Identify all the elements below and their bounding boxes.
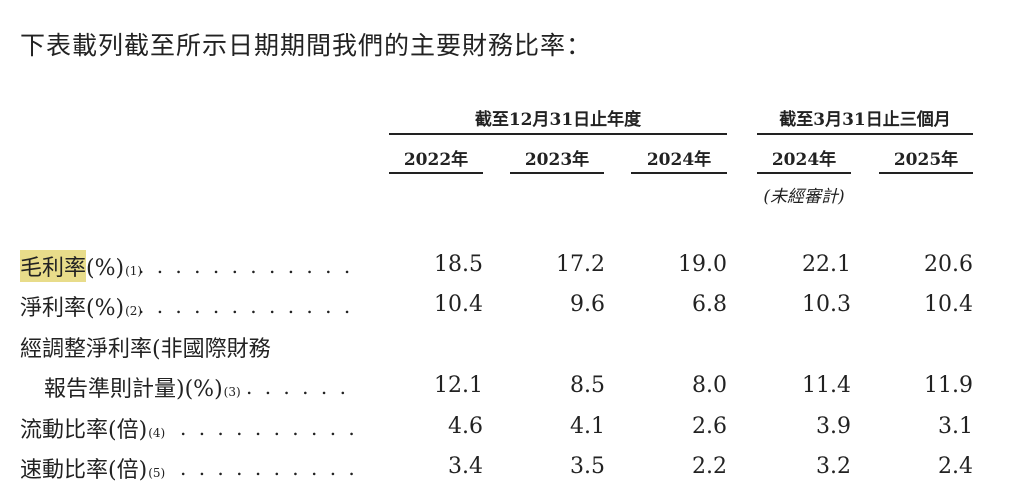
intro-sentence: 下表載列截至所示日期期間我們的主要財務比率：: [20, 31, 593, 60]
annual-period-rule: [389, 133, 727, 135]
value-cell: 18.5: [434, 252, 483, 277]
value-cell: 4.6: [448, 414, 483, 439]
column-header-2024-q1: 2024年: [771, 150, 837, 170]
value-cell: 20.6: [924, 252, 973, 277]
column-rule-2025-q1: [879, 172, 973, 174]
value-cell: 10.4: [434, 292, 483, 317]
unaudited-note: (未經審計): [763, 187, 845, 207]
value-cell: 12.1: [434, 373, 483, 398]
row-label-net-margin: 淨利率 (%) (2): [20, 290, 142, 322]
value-cell: 4.1: [570, 414, 605, 439]
column-header-2025-q1: 2025年: [893, 150, 959, 170]
column-header-2024: 2024年: [646, 150, 712, 170]
leader-dots: . . . . . . . . . . . . . . . . . . . . …: [138, 294, 360, 318]
value-cell: 2.6: [692, 414, 727, 439]
value-cell: 8.0: [692, 373, 727, 398]
row-label-adjusted-net-margin: 經調整淨利率(非國際財務: [20, 331, 271, 363]
leader-dots: . . . . . . . . . . . . . . . . . . . . …: [180, 416, 360, 440]
value-cell: 10.4: [924, 292, 973, 317]
value-cell: 11.9: [924, 373, 973, 398]
net-margin-note-ref: (2): [125, 304, 143, 318]
net-margin-unit: (%): [86, 296, 125, 321]
quarterly-period-rule: [757, 133, 973, 135]
value-cell: 19.0: [678, 252, 727, 277]
value-cell: 3.9: [816, 414, 851, 439]
value-cell: 11.4: [802, 373, 851, 398]
current-ratio-unit: (倍): [108, 418, 148, 443]
leader-dots: . . . . . . . . . . . . . . . . . . . . …: [138, 254, 360, 278]
column-header-2022: 2022年: [403, 150, 469, 170]
column-rule-2023: [510, 172, 604, 174]
row-label-quick-ratio: 速動比率 (倍) (5): [20, 452, 165, 484]
value-cell: 22.1: [802, 252, 851, 277]
value-cell: 3.2: [816, 454, 851, 479]
quick-ratio-unit: (倍): [108, 458, 148, 483]
quick-ratio-label: 速動比率: [20, 458, 109, 483]
column-rule-2022: [389, 172, 483, 174]
current-ratio-note-ref: (4): [148, 426, 166, 440]
gross-margin-label: 毛利率: [20, 250, 87, 282]
column-rule-2024-q1: [757, 172, 851, 174]
value-cell: 8.5: [570, 373, 605, 398]
net-margin-label: 淨利率: [20, 296, 87, 321]
value-cell: 17.2: [556, 252, 605, 277]
adjusted-net-margin-note-ref: (3): [223, 385, 241, 399]
value-cell: 6.8: [692, 292, 727, 317]
value-cell: 3.5: [570, 454, 605, 479]
value-cell: 10.3: [802, 292, 851, 317]
leader-dots: . . . . . . . . . . . . . . . . . . . . …: [246, 375, 360, 399]
column-rule-2024: [631, 172, 727, 174]
value-cell: 3.4: [448, 454, 483, 479]
quarterly-period-header: 截至3月31日止三個月: [779, 110, 951, 130]
value-cell: 2.4: [938, 454, 973, 479]
gross-margin-note-ref: (1): [125, 264, 143, 278]
current-ratio-label: 流動比率: [20, 418, 109, 443]
quick-ratio-note-ref: (5): [148, 466, 166, 480]
row-label-adjusted-net-margin-cont: 報告準則計量)(%) (3): [44, 371, 241, 403]
column-header-2023: 2023年: [524, 150, 590, 170]
annual-period-header: 截至12月31日止年度: [474, 110, 642, 130]
row-label-gross-margin: 毛利率 (%) (1): [20, 250, 142, 282]
leader-dots: . . . . . . . . . . . . . . . . . . . . …: [180, 456, 360, 480]
row-label-current-ratio: 流動比率 (倍) (4): [20, 412, 165, 444]
value-cell: 9.6: [570, 292, 605, 317]
value-cell: 2.2: [692, 454, 727, 479]
value-cell: 3.1: [938, 414, 973, 439]
adjusted-net-margin-label: 經調整淨利率(非國際財務: [20, 337, 271, 362]
gross-margin-unit: (%): [86, 256, 125, 281]
adjusted-net-margin-label-cont: 報告準則計量)(%): [44, 377, 223, 402]
